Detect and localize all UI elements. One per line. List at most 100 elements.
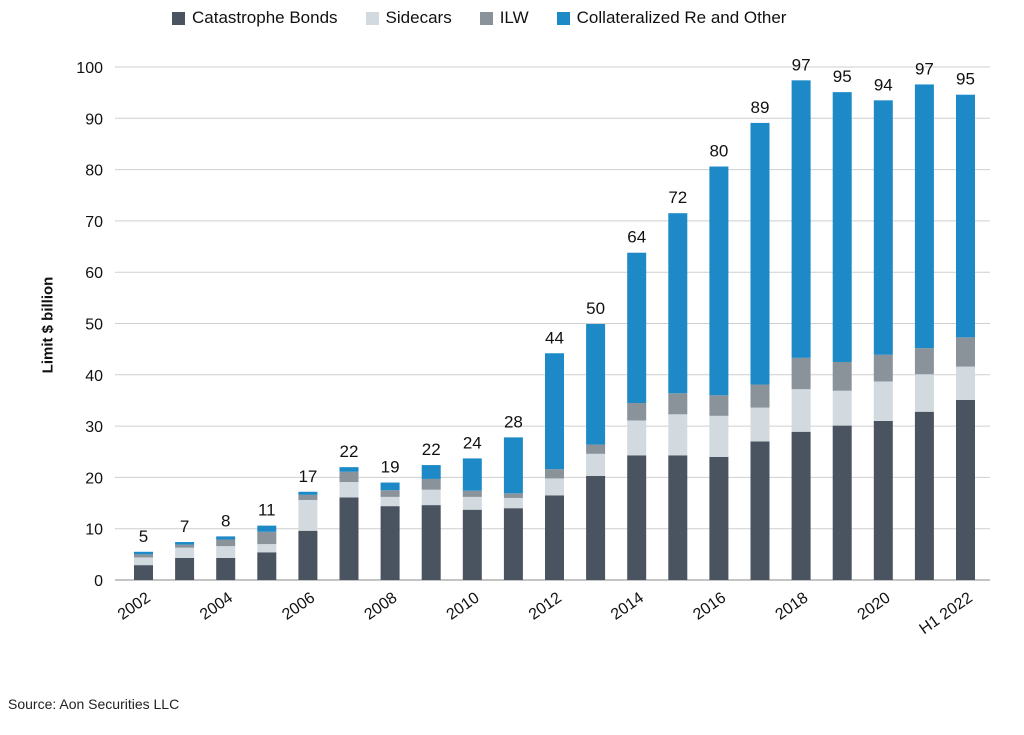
x-tick-label: 2006	[279, 589, 318, 623]
bar-segment-catastrophe-bonds	[216, 557, 236, 580]
bar-segment-catastrophe-bonds	[956, 399, 975, 580]
bar-segment-catastrophe-bonds	[175, 557, 195, 580]
bar-segment-sidecars	[421, 489, 441, 506]
bar-segment-sidecars	[791, 389, 811, 432]
x-tick-label: 2010	[444, 589, 483, 623]
y-tick-label: 10	[85, 522, 103, 539]
bar-segment-collateralized-re-and-other	[298, 491, 318, 495]
bar-segment-collateralized-re-and-other	[462, 458, 482, 491]
bar-segment-catastrophe-bonds	[134, 565, 153, 580]
bar-segment-collateralized-re-and-other	[586, 324, 606, 445]
bar-segment-sidecars	[134, 557, 153, 566]
bar-total-label: 89	[751, 98, 770, 117]
bar-segment-sidecars	[750, 407, 770, 442]
bar-segment-catastrophe-bonds	[421, 505, 441, 580]
y-tick-label: 50	[85, 317, 103, 334]
bar-segment-catastrophe-bonds	[298, 530, 318, 580]
bar-total-label: 64	[627, 228, 646, 247]
bar-total-label: 50	[586, 299, 605, 318]
bar-segment-collateralized-re-and-other	[791, 80, 811, 358]
legend-item-collateralized-re: Collateralized Re and Other	[556, 8, 787, 28]
legend-label-ilw: ILW	[499, 8, 529, 27]
bar-segment-ilw	[134, 554, 153, 558]
bar-segment-collateralized-re-and-other	[914, 84, 934, 349]
bar-segment-catastrophe-bonds	[750, 441, 770, 580]
bar-segment-sidecars	[339, 482, 359, 498]
bar-segment-sidecars	[503, 497, 523, 509]
legend-label-sidecars: Sidecars	[385, 8, 452, 27]
bar-segment-ilw	[421, 478, 441, 490]
bar-total-label: 80	[709, 142, 728, 161]
bar-total-label: 11	[258, 501, 276, 520]
bar-total-label: 28	[504, 412, 523, 431]
bar-segment-collateralized-re-and-other	[873, 100, 893, 355]
y-tick-label: 60	[85, 265, 103, 282]
y-tick-label: 20	[85, 470, 103, 487]
bar-segment-ilw	[503, 493, 523, 498]
bar-segment-sidecars	[832, 390, 852, 426]
y-tick-label: 0	[94, 573, 103, 590]
x-tick-label: 2014	[608, 589, 647, 623]
legend-swatch-catastrophe-bonds	[172, 11, 185, 25]
bar-segment-catastrophe-bonds	[832, 425, 852, 580]
x-tick-label: 2016	[690, 589, 729, 623]
x-tick-label: 2012	[526, 589, 565, 623]
x-tick-label: 2018	[772, 589, 811, 623]
bar-segment-collateralized-re-and-other	[503, 437, 523, 494]
bar-segment-collateralized-re-and-other	[668, 213, 688, 394]
x-tick-label: H1 2022	[916, 589, 975, 638]
x-tick-label: 2004	[197, 589, 236, 623]
bar-segment-ilw	[586, 444, 606, 454]
y-tick-label: 90	[85, 111, 103, 128]
bar-segment-ilw	[914, 348, 934, 375]
bar-total-label: 7	[180, 517, 189, 536]
bar-segment-collateralized-re-and-other	[257, 525, 277, 532]
bar-total-label: 95	[956, 70, 975, 89]
bar-total-label: 44	[545, 328, 564, 347]
bar-total-label: 95	[833, 67, 852, 86]
bar-segment-sidecars	[709, 415, 729, 457]
bar-segment-ilw	[545, 469, 564, 479]
bar-total-label: 72	[668, 188, 687, 207]
legend-swatch-collateralized-re	[556, 11, 570, 25]
bar-segment-ilw	[873, 354, 893, 382]
bar-total-label: 24	[463, 433, 482, 452]
x-tick-label: 2008	[361, 589, 400, 623]
x-tick-label: 2002	[115, 589, 154, 623]
bar-segment-sidecars	[175, 547, 195, 558]
legend-item-ilw: ILW	[479, 8, 529, 28]
bar-segment-catastrophe-bonds	[462, 509, 482, 580]
bar-total-label: 22	[340, 442, 359, 461]
bar-segment-sidecars	[668, 414, 688, 456]
y-tick-label: 100	[76, 60, 103, 77]
y-tick-label: 30	[85, 419, 103, 436]
bar-segment-catastrophe-bonds	[339, 497, 359, 580]
bar-segment-ilw	[627, 403, 647, 421]
bar-segment-collateralized-re-and-other	[750, 122, 770, 385]
bar-total-label: 8	[221, 511, 230, 530]
bar-segment-ilw	[380, 490, 400, 497]
bar-segment-catastrophe-bonds	[545, 495, 564, 580]
bar-segment-ilw	[832, 361, 852, 391]
bar-segment-ilw	[216, 539, 236, 547]
bar-segment-collateralized-re-and-other	[175, 542, 195, 545]
bar-segment-sidecars	[914, 374, 934, 412]
bar-segment-ilw	[257, 531, 277, 545]
bar-total-label: 97	[792, 55, 811, 74]
y-tick-label: 70	[85, 214, 103, 231]
y-tick-label: 40	[85, 368, 103, 385]
bar-total-label: 19	[381, 458, 400, 477]
legend-swatch-ilw	[479, 11, 493, 25]
legend-swatch-sidecars	[365, 11, 379, 25]
legend-label-catastrophe-bonds: Catastrophe Bonds	[192, 8, 338, 27]
bar-segment-sidecars	[627, 420, 647, 456]
bar-segment-catastrophe-bonds	[380, 506, 400, 580]
bar-segment-catastrophe-bonds	[709, 456, 729, 580]
bar-segment-collateralized-re-and-other	[627, 252, 647, 404]
bar-segment-catastrophe-bonds	[503, 508, 523, 580]
bar-segment-sidecars	[380, 496, 400, 507]
legend-label-collateralized-re: Collateralized Re and Other	[576, 8, 787, 27]
bar-segment-collateralized-re-and-other	[832, 92, 852, 362]
bar-segment-collateralized-re-and-other	[216, 536, 236, 540]
